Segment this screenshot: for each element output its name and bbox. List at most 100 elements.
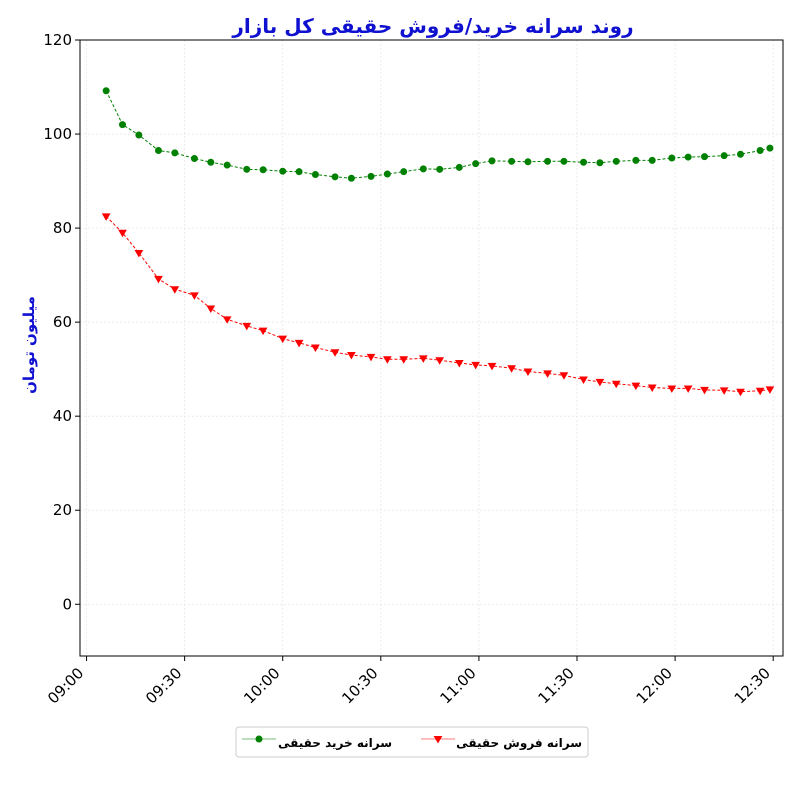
data-point	[171, 149, 179, 157]
data-point	[278, 335, 288, 344]
data-point	[472, 160, 480, 168]
data-point	[579, 376, 588, 384]
data-point	[668, 154, 676, 162]
data-point	[119, 121, 127, 129]
data-point	[612, 157, 620, 165]
legend-box	[235, 726, 589, 758]
legend-label: سرانه خرید حقیقی	[278, 736, 392, 750]
data-point	[101, 213, 111, 221]
data-point	[596, 159, 604, 167]
data-point	[258, 327, 268, 336]
data-point	[206, 305, 216, 313]
data-point	[383, 170, 391, 178]
data-point	[331, 173, 339, 181]
y-tick-label: 40	[53, 407, 72, 425]
data-point	[543, 370, 552, 378]
data-point	[242, 322, 252, 331]
data-point	[736, 150, 744, 158]
legend-marker	[433, 736, 443, 744]
data-point	[279, 167, 287, 175]
data-point	[222, 316, 232, 324]
data-point	[736, 388, 745, 397]
data-point	[631, 382, 641, 391]
plot-frame	[79, 39, 784, 657]
y-axis-label: میلیون تومان	[20, 296, 38, 394]
data-point	[154, 275, 163, 284]
data-point	[683, 385, 693, 393]
data-point	[347, 174, 355, 182]
data-point	[400, 168, 408, 176]
y-tick-label: 100	[43, 125, 72, 143]
data-point	[487, 362, 497, 371]
data-point	[366, 353, 376, 362]
data-point	[419, 165, 427, 173]
data-point	[647, 384, 657, 392]
data-point	[382, 356, 392, 364]
data-point	[507, 365, 516, 373]
data-point	[190, 292, 199, 300]
data-point	[524, 158, 532, 166]
legend-label: سرانه فروش حقیقی	[456, 736, 582, 751]
data-point	[720, 152, 728, 160]
legend-marker	[255, 735, 263, 743]
data-point	[611, 380, 621, 389]
data-point	[259, 166, 267, 174]
data-point	[580, 158, 588, 166]
data-point	[102, 87, 110, 95]
data-point	[454, 360, 464, 368]
data-point	[134, 250, 144, 258]
data-point	[207, 158, 215, 166]
data-point	[766, 144, 774, 152]
data-point	[648, 156, 656, 164]
data-point	[560, 157, 568, 165]
data-point	[559, 372, 569, 380]
data-point	[170, 286, 180, 294]
data-point	[367, 172, 375, 180]
data-point	[399, 356, 409, 364]
data-point	[118, 229, 127, 238]
data-point	[523, 368, 533, 377]
legend-entry: سرانه فروش حقیقی	[421, 736, 582, 751]
legend-entry: سرانه خرید حقیقی	[242, 735, 392, 750]
series-1	[102, 87, 774, 182]
chart-title: روند سرانه خرید/فروش حقیقی کل بازار	[231, 14, 633, 38]
data-point	[295, 168, 303, 176]
data-point	[471, 361, 481, 370]
y-tick-label: 0	[62, 595, 72, 613]
data-point	[701, 153, 709, 161]
data-point	[223, 161, 231, 169]
series-2	[101, 213, 775, 397]
data-point	[488, 157, 496, 165]
data-point	[667, 385, 677, 393]
data-point	[632, 156, 640, 164]
data-point	[243, 165, 251, 173]
data-point	[435, 357, 445, 365]
data-point	[135, 131, 143, 139]
grid	[80, 39, 783, 656]
data-point	[684, 153, 692, 161]
y-tick-label: 60	[53, 313, 72, 331]
data-point	[190, 154, 198, 162]
data-point	[755, 387, 765, 396]
data-point	[311, 170, 319, 178]
data-point	[756, 147, 764, 155]
data-point	[330, 349, 340, 357]
data-point	[418, 355, 428, 363]
data-point	[719, 387, 729, 395]
data-point	[154, 147, 162, 155]
data-point	[455, 163, 463, 171]
data-point	[311, 344, 320, 353]
data-point	[347, 352, 356, 360]
data-point	[508, 157, 516, 165]
legend: سرانه خرید حقیقی سرانه فروش حقیقی	[235, 726, 589, 758]
data-point	[595, 378, 605, 387]
data-point	[294, 339, 304, 348]
y-tick-label: 80	[53, 219, 72, 237]
data-point	[700, 386, 709, 395]
data-point	[544, 157, 552, 165]
series-layer	[101, 87, 775, 397]
data-point	[436, 165, 444, 173]
y-tick-label: 20	[53, 501, 72, 519]
